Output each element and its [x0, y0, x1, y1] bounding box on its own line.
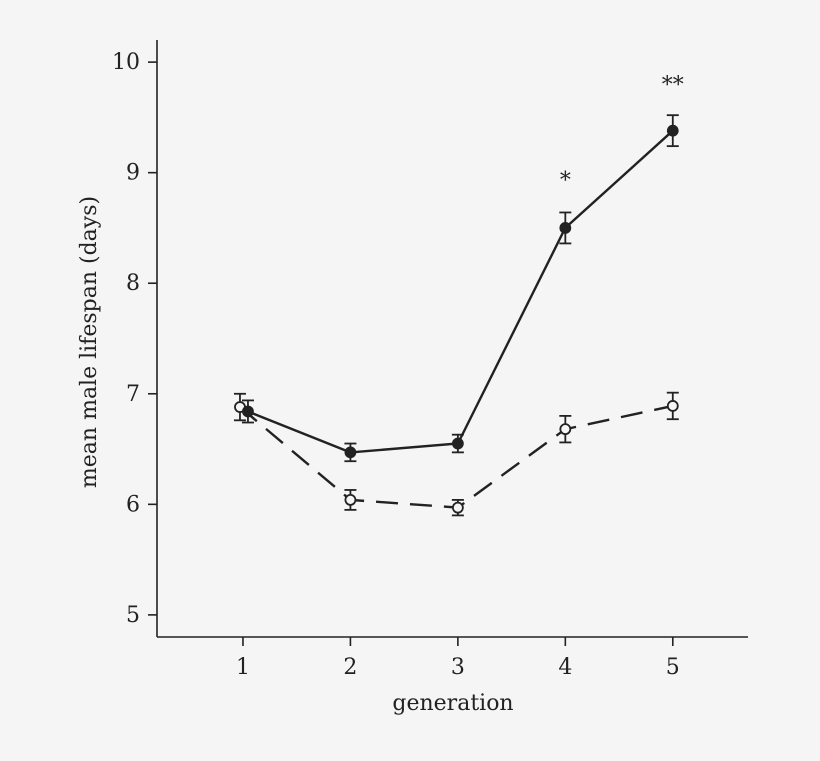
series-filled: [241, 114, 679, 463]
x-tick-label-3: 3: [451, 655, 465, 680]
y-tick-label-5: 5: [126, 603, 140, 628]
axes: 5 6 7 8 9 10 1 2 3 4 5: [112, 40, 748, 680]
y-tick-label-6: 6: [126, 492, 140, 517]
data-point-filled-3: [451, 437, 464, 450]
data-point-open-4: [559, 423, 572, 436]
x-tick-label-1: 1: [236, 655, 250, 680]
data-point-filled-5: [666, 124, 679, 137]
data-point-open-3: [451, 501, 464, 514]
series-line-filled: [247, 129, 674, 454]
data-point-filled-1: [242, 405, 254, 418]
y-tick-label-8: 8: [126, 271, 140, 296]
data-point-filled-2: [344, 446, 357, 459]
series-layer: [233, 114, 679, 517]
data-point-filled-4: [559, 222, 572, 234]
data-point-open-2: [344, 494, 357, 506]
x-tick-label-5: 5: [666, 655, 680, 680]
y-tick-label-9: 9: [126, 161, 140, 186]
significance-label-5: **: [662, 73, 684, 98]
x-tick-label-2: 2: [343, 655, 357, 680]
x-tick-label-4: 4: [558, 655, 572, 680]
data-point-open-5: [666, 400, 679, 412]
series-open: [233, 391, 679, 517]
y-axis-title: mean male lifespan (days): [77, 196, 102, 488]
x-axis-title: generation: [392, 691, 513, 716]
significance-label-4: *: [560, 168, 571, 193]
y-tick-label-10: 10: [112, 50, 140, 75]
y-tick-label-7: 7: [126, 382, 140, 407]
series-line-open: [239, 404, 674, 509]
annotations: ***: [560, 73, 684, 193]
